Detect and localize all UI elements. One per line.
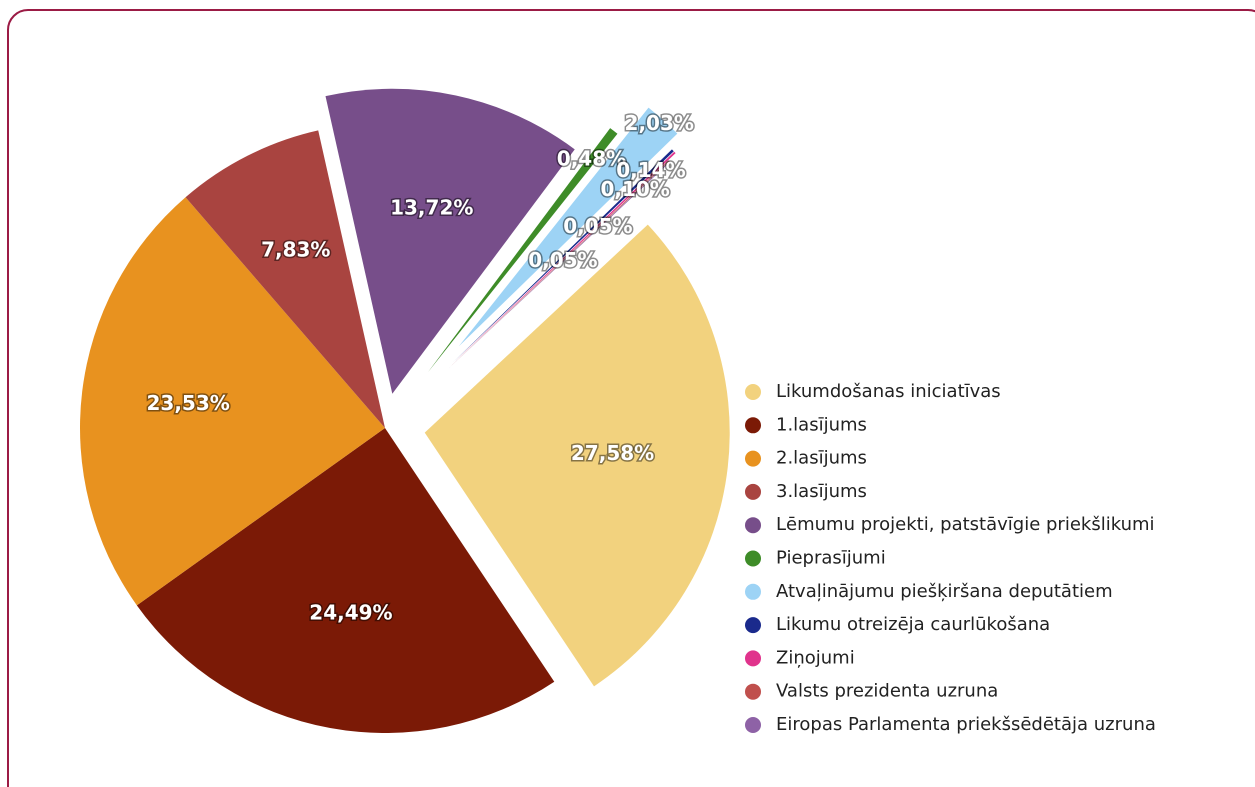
legend-swatch	[745, 650, 761, 667]
value-label: 13,72%	[390, 195, 473, 219]
value-label: 23,53%	[146, 391, 229, 415]
pie-slice	[453, 149, 674, 363]
legend-label: 2.lasījums	[776, 448, 867, 469]
value-label: 0,05%	[528, 248, 597, 272]
pie-slice	[427, 128, 618, 373]
legend-swatch	[745, 450, 761, 467]
legend-swatch	[745, 384, 761, 400]
pie: 27,58% 24,49% 23,53% 7,83% 13,72% 0,48% 2,03% 0…	[79, 88, 730, 734]
frame	[7, 9, 1255, 787]
legend-label: Valsts prezidenta uzruna	[776, 681, 998, 702]
pie-slice	[458, 107, 678, 347]
legend-label: Likumu otreizēja caurlūkošana	[776, 614, 1050, 635]
value-label: 0,48%	[557, 146, 626, 170]
legend-label: Pieprasījumi	[776, 548, 886, 569]
value-label: 24,49%	[309, 601, 392, 625]
legend-swatch	[745, 417, 761, 434]
legend-swatch	[745, 717, 761, 733]
value-label: 0,10%	[600, 177, 669, 201]
pie-slice	[447, 161, 671, 370]
legend-swatch	[745, 683, 761, 700]
value-label: 0,05%	[563, 214, 632, 238]
pie-slice	[185, 130, 385, 429]
legend-label: Lēmumu projekti, patstāvīgie priekšlikum…	[776, 514, 1155, 535]
pie-slice	[136, 428, 555, 734]
pie-slice	[325, 88, 575, 394]
legend-swatch	[745, 583, 761, 600]
pie-slice	[424, 224, 730, 687]
legend-label: Eiropas Parlamenta priekšsēdētāja uzruna	[776, 714, 1156, 735]
legend-swatch	[745, 617, 761, 634]
pie-slice	[79, 197, 386, 606]
legend-label: 3.lasījums	[776, 481, 867, 502]
value-label: 7,83%	[261, 237, 330, 261]
legend-swatch	[745, 483, 761, 500]
legend: Likumdošanas iniciatīvas 1.lasījums 2.lasī…	[745, 381, 1156, 735]
value-label: 2,03%	[625, 111, 694, 135]
legend-swatch	[745, 550, 761, 567]
legend-label: Likumdošanas iniciatīvas	[776, 381, 1001, 402]
value-label: 27,58%	[571, 441, 654, 465]
pie-slice	[446, 160, 670, 370]
value-label: 0,14%	[616, 158, 685, 182]
legend-label: 1.lasījums	[776, 414, 867, 435]
legend-swatch	[745, 517, 761, 534]
legend-label: Atvaļinājumu piešķiršana deputātiem	[776, 581, 1113, 602]
pie-slice	[453, 151, 676, 363]
legend-label: Ziņojumi	[776, 647, 855, 668]
